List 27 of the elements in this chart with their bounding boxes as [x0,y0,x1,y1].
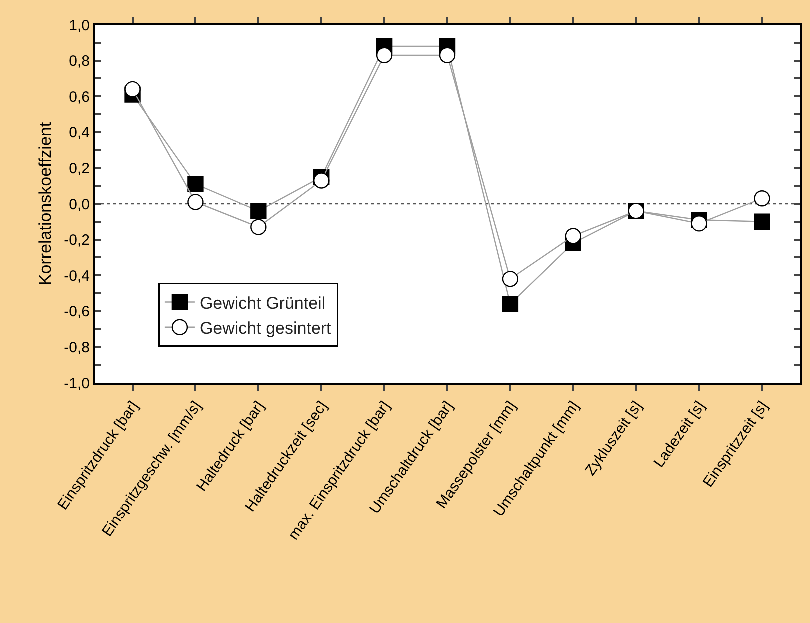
point [439,47,456,64]
y-tick-label: 0,6 [69,88,90,106]
y-tick-label: 0,4 [69,124,90,142]
point [376,47,393,64]
legend-label: Gewicht Grünteil [200,294,326,313]
point [250,219,267,236]
y-tick-label: 0,2 [69,160,90,178]
point [314,172,330,189]
legend-label: Gewicht gesintert [200,318,332,338]
y-tick-label: 0,8 [69,53,90,70]
point [188,194,204,210]
y-axis-title: Korrelationskoeffzient [36,122,56,286]
y-tick-label: 1,0 [69,17,90,34]
y-tick-label: -0,2 [64,232,90,250]
point [502,296,519,312]
point [691,216,708,232]
y-tick-label: 0,0 [69,196,90,214]
point [250,203,267,220]
point [565,228,582,244]
y-tick-label: -0,6 [64,304,90,321]
y-tick-label: -0,4 [64,268,90,285]
point [188,176,204,192]
point [502,271,519,288]
point [124,81,141,98]
point [754,214,770,230]
y-tick-label: -0,8 [64,339,90,356]
y-tick-label: -1,0 [64,375,90,392]
